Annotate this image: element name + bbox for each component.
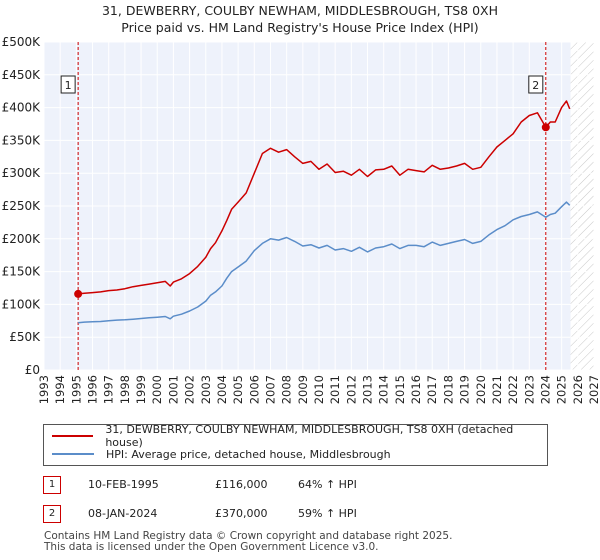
y-tick-label: £50K [9, 330, 41, 344]
transaction-price: £116,000 [215, 478, 268, 491]
x-tick-label: 2013 [361, 375, 375, 404]
chart-subtitle: Price paid vs. HM Land Registry's House … [121, 20, 479, 35]
transaction-badge: 1 [43, 476, 61, 494]
marker-badge [60, 75, 76, 94]
chart-title: 31, DEWBERRY, COULBY NEWHAM, MIDDLESBROU… [101, 3, 499, 18]
x-tick-label: 2004 [215, 375, 229, 404]
y-tick-label: £400K [2, 101, 42, 115]
legend-swatch-property [52, 435, 94, 437]
y-tick-label: £500K [2, 35, 42, 49]
y-tick-label: £250K [2, 199, 42, 213]
legend-label-property: 31, DEWBERRY, COULBY NEWHAM, MIDDLESBROU… [105, 423, 514, 449]
marker-badge [528, 75, 544, 94]
y-tick-label: £200K [2, 232, 42, 246]
x-tick-label: 2020 [474, 375, 488, 404]
transaction-badge: 2 [43, 505, 61, 523]
sale-point [541, 123, 550, 132]
footer-license: This data is licensed under the Open Gov… [44, 541, 379, 553]
x-tick-label: 1993 [37, 375, 51, 404]
x-tick-label: 2027 [587, 375, 600, 404]
x-tick-label: 2007 [263, 375, 277, 404]
y-tick-label: £0 [25, 363, 40, 377]
legend: 31, DEWBERRY, COULBY NEWHAM, MIDDLESBROU… [43, 423, 548, 466]
transaction-date: 08-JAN-2024 [88, 507, 158, 520]
x-tick-label: 2009 [296, 375, 310, 404]
x-tick-label: 1996 [86, 375, 100, 404]
legend-item-property: 31, DEWBERRY, COULBY NEWHAM, MIDDLESBROU… [52, 423, 547, 449]
x-tick-label: 2021 [490, 375, 504, 404]
x-tick-label: 2015 [393, 375, 407, 404]
transaction-hpi-change: 59% ↑ HPI [298, 507, 357, 520]
legend-label-hpi: HPI: Average price, detached house, Midd… [106, 447, 391, 461]
y-tick-label: £450K [2, 68, 42, 82]
x-tick-label: 2012 [344, 375, 358, 404]
x-tick-label: 1994 [53, 375, 67, 404]
y-tick-label: £350K [2, 133, 42, 147]
x-tick-label: 2014 [377, 375, 391, 404]
x-tick-label: 2022 [506, 375, 520, 404]
legend-item-hpi: HPI: Average price, detached house, Midd… [52, 446, 391, 462]
transaction-hpi-change: 64% ↑ HPI [298, 478, 357, 491]
x-tick-label: 1997 [102, 375, 116, 404]
y-tick-label: £100K [2, 297, 42, 311]
series-line-hpi [78, 201, 571, 324]
y-tick-label: £150K [2, 265, 42, 279]
x-tick-label: 1995 [69, 375, 83, 404]
x-tick-label: 2016 [409, 375, 423, 404]
x-tick-label: 2008 [280, 375, 294, 404]
x-tick-label: 2017 [425, 375, 439, 404]
x-tick-label: 1999 [134, 375, 148, 404]
x-tick-label: 2006 [247, 375, 261, 404]
x-tick-label: 2026 [571, 375, 585, 404]
legend-swatch-hpi [52, 453, 94, 455]
x-tick-label: 2019 [458, 375, 472, 404]
x-tick-label: 2001 [166, 375, 180, 404]
x-tick-label: 2000 [150, 375, 164, 404]
y-tick-label: £300K [2, 166, 42, 180]
transaction-date: 10-FEB-1995 [88, 478, 159, 491]
x-tick-label: 2024 [538, 375, 552, 404]
x-tick-label: 1998 [118, 375, 132, 404]
transaction-price: £370,000 [215, 507, 268, 520]
price-chart: £0 £50K £100K £150K £200K £250K £300K £350K £400… [2, 35, 600, 404]
x-tick-label: 2005 [231, 375, 245, 404]
x-tick-label: 2018 [441, 375, 455, 404]
series-line-property [78, 100, 571, 295]
x-tick-label: 2011 [328, 375, 342, 404]
x-tick-label: 2010 [312, 375, 326, 404]
x-tick-label: 2025 [555, 375, 569, 404]
marker-badge-label: 2 [532, 79, 539, 92]
x-tick-label: 2003 [199, 375, 213, 404]
footer: Contains HM Land Registry data © Crown c… [44, 531, 452, 553]
x-tick-label: 2023 [522, 375, 536, 404]
footer-copyright: Contains HM Land Registry data © Crown c… [44, 530, 453, 542]
x-tick-label: 2002 [183, 375, 197, 404]
marker-badge-label: 1 [65, 79, 72, 92]
sale-point [74, 289, 83, 298]
